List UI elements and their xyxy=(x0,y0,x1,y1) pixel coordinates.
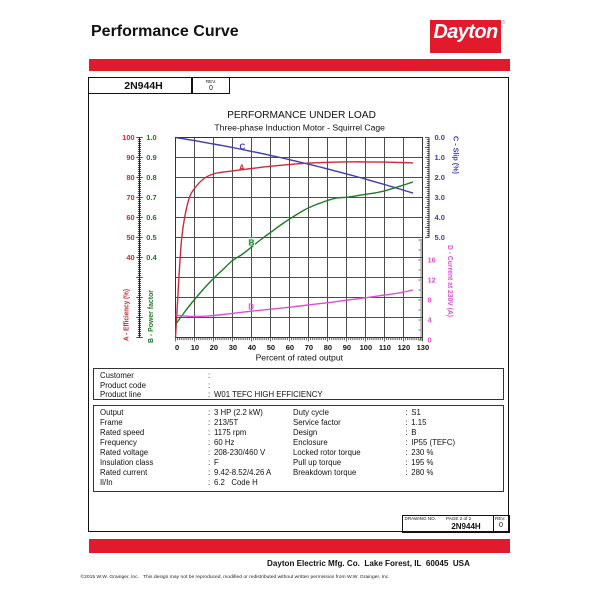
svg-text:A - Efficiency (%): A - Efficiency (%) xyxy=(124,289,131,341)
svg-text:4: 4 xyxy=(428,315,433,324)
svg-text:3.0: 3.0 xyxy=(435,193,445,202)
svg-text:Percent of rated output: Percent of rated output xyxy=(256,352,344,362)
svg-text:80: 80 xyxy=(324,343,332,352)
svg-text:40: 40 xyxy=(248,343,256,352)
svg-text:2.0: 2.0 xyxy=(435,173,445,182)
svg-text:1.0: 1.0 xyxy=(435,153,445,162)
svg-text:16: 16 xyxy=(428,255,436,264)
svg-text:8: 8 xyxy=(428,295,432,304)
svg-text:10: 10 xyxy=(191,343,199,352)
svg-text:4.0: 4.0 xyxy=(435,213,445,222)
svg-text:30: 30 xyxy=(229,343,237,352)
svg-text:80: 80 xyxy=(126,173,134,182)
svg-text:0.5: 0.5 xyxy=(146,233,156,242)
svg-text:0.4: 0.4 xyxy=(146,253,157,262)
svg-text:100: 100 xyxy=(122,133,135,142)
svg-text:70: 70 xyxy=(126,193,134,202)
svg-text:D - Current at 230V (A): D - Current at 230V (A) xyxy=(446,245,453,317)
svg-text:50: 50 xyxy=(267,343,275,352)
svg-text:50: 50 xyxy=(126,233,134,242)
svg-text:70: 70 xyxy=(305,343,313,352)
svg-text:0.6: 0.6 xyxy=(146,213,156,222)
svg-text:Three-phase Induction Motor -: Three-phase Induction Motor - Squirrel C… xyxy=(214,123,385,133)
svg-text:C: C xyxy=(240,143,246,152)
svg-text:0: 0 xyxy=(175,343,179,352)
svg-text:60: 60 xyxy=(286,343,294,352)
svg-text:100: 100 xyxy=(360,343,373,352)
svg-text:90: 90 xyxy=(343,343,351,352)
svg-text:0.8: 0.8 xyxy=(146,173,156,182)
svg-text:PERFORMANCE UNDER LOAD: PERFORMANCE UNDER LOAD xyxy=(227,110,376,121)
svg-text:12: 12 xyxy=(428,275,436,284)
svg-text:5.0: 5.0 xyxy=(435,233,445,242)
svg-text:90: 90 xyxy=(126,153,134,162)
svg-text:0.7: 0.7 xyxy=(146,193,156,202)
svg-text:120: 120 xyxy=(398,343,411,352)
svg-text:40: 40 xyxy=(126,253,134,262)
svg-text:1.0: 1.0 xyxy=(146,133,156,142)
svg-text:20: 20 xyxy=(210,343,218,352)
svg-text:0: 0 xyxy=(428,335,432,344)
svg-text:0.9: 0.9 xyxy=(146,153,156,162)
svg-text:D: D xyxy=(248,303,254,312)
svg-text:C - Slip (%): C - Slip (%) xyxy=(452,136,459,174)
svg-text:130: 130 xyxy=(417,343,430,352)
svg-text:0.0: 0.0 xyxy=(435,133,445,142)
svg-text:A: A xyxy=(239,164,245,173)
svg-text:B: B xyxy=(249,238,255,247)
svg-text:B - Power factor: B - Power factor xyxy=(148,290,155,343)
svg-text:60: 60 xyxy=(126,213,134,222)
svg-text:110: 110 xyxy=(379,343,391,352)
